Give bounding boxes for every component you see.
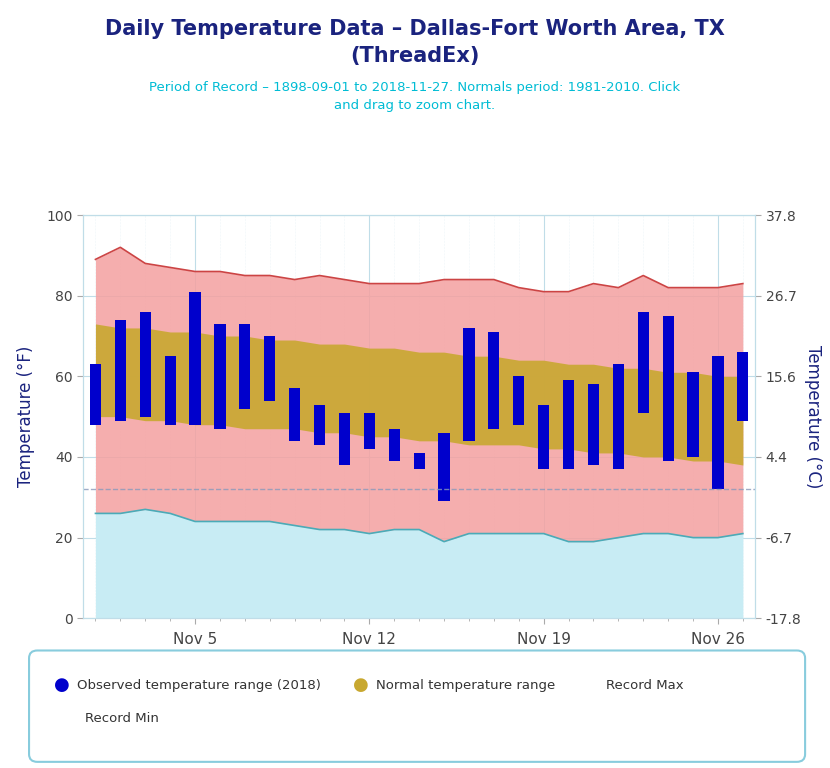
Bar <box>264 336 276 401</box>
Text: Observed temperature range (2018): Observed temperature range (2018) <box>77 679 321 691</box>
Text: Record Max: Record Max <box>606 679 684 691</box>
Bar <box>712 356 724 489</box>
Bar <box>164 356 176 425</box>
Bar <box>588 385 599 465</box>
Bar <box>388 429 400 461</box>
Bar <box>488 332 500 429</box>
Bar <box>189 292 201 425</box>
Text: Period of Record – 1898-09-01 to 2018-11-27. Normals period: 1981-2010. Click
an: Period of Record – 1898-09-01 to 2018-11… <box>149 81 681 111</box>
Bar <box>637 312 649 412</box>
Text: ●: ● <box>354 676 369 694</box>
Bar <box>339 412 350 465</box>
Y-axis label: Temperature (°F): Temperature (°F) <box>17 346 35 488</box>
Bar <box>513 376 525 425</box>
Bar <box>413 453 425 469</box>
Bar <box>737 352 749 421</box>
Text: Normal temperature range: Normal temperature range <box>376 679 555 691</box>
Bar <box>90 364 101 425</box>
Bar <box>563 380 574 469</box>
Bar <box>438 433 450 502</box>
Text: Daily Temperature Data – Dallas-Fort Worth Area, TX
(ThreadEx): Daily Temperature Data – Dallas-Fort Wor… <box>105 19 725 65</box>
Bar <box>463 328 475 441</box>
Y-axis label: Temperature (°C): Temperature (°C) <box>804 345 823 488</box>
Bar <box>662 316 674 461</box>
Text: Record Min: Record Min <box>85 712 159 724</box>
Bar <box>687 372 699 457</box>
Bar <box>115 319 126 421</box>
Bar <box>364 412 375 449</box>
Text: ●: ● <box>55 676 70 694</box>
Bar <box>314 405 325 445</box>
Bar <box>239 324 251 409</box>
Bar <box>214 324 226 429</box>
Text: Powered by ACIS: Powered by ACIS <box>691 749 797 762</box>
Bar <box>289 389 300 441</box>
Bar <box>538 405 549 469</box>
Bar <box>139 312 151 416</box>
Bar <box>613 364 624 469</box>
